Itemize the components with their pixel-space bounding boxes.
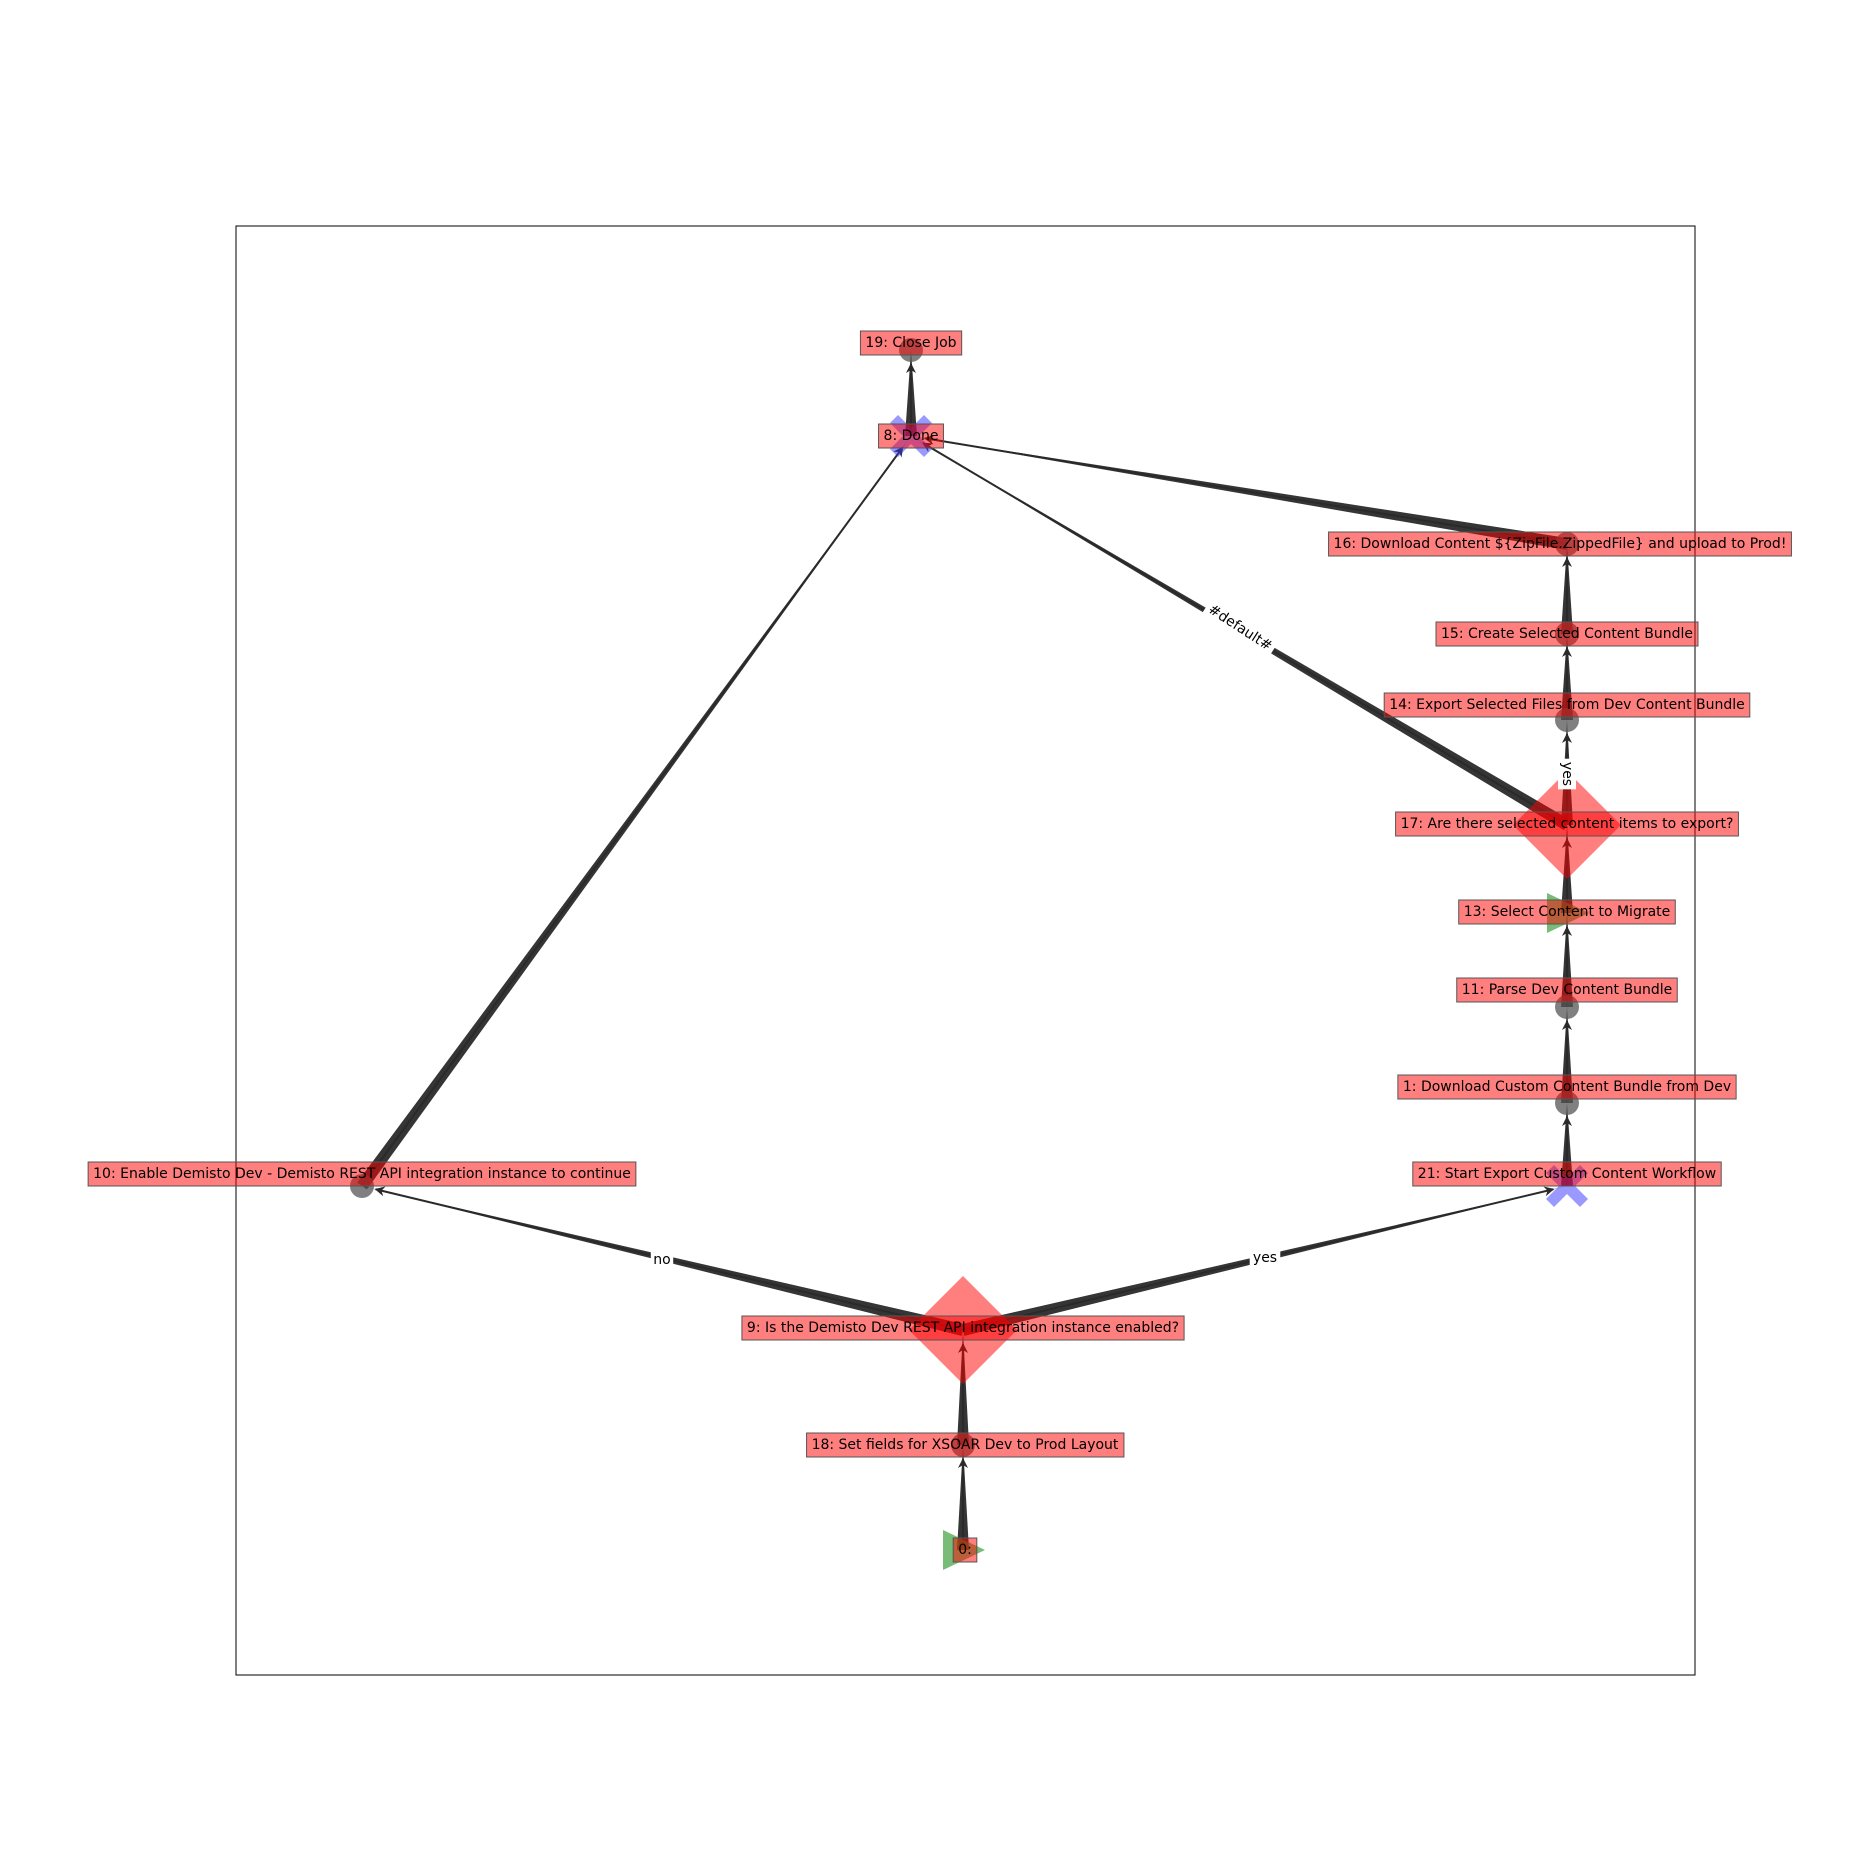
node-label-n9: 9: Is the Demisto Dev REST API integrati… bbox=[741, 1315, 1185, 1341]
node-label-text: 8: Done bbox=[884, 428, 939, 444]
node-label-text: 15: Create Selected Content Bundle bbox=[1441, 626, 1693, 642]
node-label-text: 21: Start Export Custom Content Workflow bbox=[1418, 1166, 1716, 1182]
node-label-n10: 10: Enable Demisto Dev - Demisto REST AP… bbox=[87, 1161, 637, 1187]
edge-n10-n8 bbox=[357, 436, 911, 1190]
node-label-n19: 19: Close Job bbox=[859, 330, 963, 356]
edge-label-text: yes bbox=[1559, 762, 1575, 786]
edge-n16-n8 bbox=[911, 434, 1568, 550]
edge-label-n9-n10: no bbox=[650, 1251, 674, 1269]
node-label-text: 19: Close Job bbox=[865, 335, 956, 351]
edge-label-text: #default# bbox=[1205, 601, 1275, 654]
edge-label-text: yes bbox=[1253, 1250, 1277, 1266]
edge-n0-n18 bbox=[957, 1445, 969, 1550]
node-label-text: 9: Is the Demisto Dev REST API integrati… bbox=[747, 1320, 1179, 1336]
node-label-n16: 16: Download Content ${ZipFile.ZippedFil… bbox=[1328, 531, 1792, 557]
edge-label-n17-n14: yes bbox=[1558, 758, 1576, 790]
edge-label-n9-n21: yes bbox=[1249, 1249, 1281, 1267]
node-label-text: 11: Parse Dev Content Bundle bbox=[1462, 982, 1673, 998]
node-label-text: 1: Download Custom Content Bundle from D… bbox=[1403, 1079, 1731, 1095]
node-label-text: 17: Are there selected content items to … bbox=[1401, 816, 1734, 832]
node-label-text: 13: Select Content to Migrate bbox=[1464, 904, 1671, 920]
node-label-text: 10: Enable Demisto Dev - Demisto REST AP… bbox=[93, 1166, 631, 1182]
node-label-text: 0: bbox=[958, 1542, 972, 1558]
node-label-n14: 14: Export Selected Files from Dev Conte… bbox=[1383, 692, 1751, 718]
node-label-n11: 11: Parse Dev Content Bundle bbox=[1456, 977, 1678, 1003]
edge-n8-n19 bbox=[905, 350, 917, 436]
node-label-n0: 0: bbox=[952, 1537, 978, 1563]
labels-layer: 0: 18: Set fields for XSOAR Dev to Prod L… bbox=[87, 330, 1792, 1563]
plot-frame bbox=[235, 225, 1696, 1676]
node-label-n8: 8: Done bbox=[878, 423, 944, 449]
node-label-n21: 21: Start Export Custom Content Workflow bbox=[1412, 1161, 1722, 1187]
node-label-text: 14: Export Selected Files from Dev Conte… bbox=[1389, 697, 1745, 713]
node-label-text: 18: Set fields for XSOAR Dev to Prod Lay… bbox=[812, 1437, 1119, 1453]
node-label-text: 16: Download Content ${ZipFile.ZippedFil… bbox=[1334, 536, 1787, 552]
node-label-n1: 1: Download Custom Content Bundle from D… bbox=[1397, 1074, 1737, 1100]
node-label-n13: 13: Select Content to Migrate bbox=[1458, 899, 1676, 925]
node-label-n15: 15: Create Selected Content Bundle bbox=[1435, 621, 1699, 647]
edge-label-text: no bbox=[653, 1252, 670, 1268]
node-label-n17: 17: Are there selected content items to … bbox=[1395, 811, 1739, 837]
edge-label-n17-n8: #default# bbox=[1201, 598, 1279, 658]
edge-n15-n16 bbox=[1561, 544, 1573, 634]
node-label-n18: 18: Set fields for XSOAR Dev to Prod Lay… bbox=[806, 1432, 1125, 1458]
